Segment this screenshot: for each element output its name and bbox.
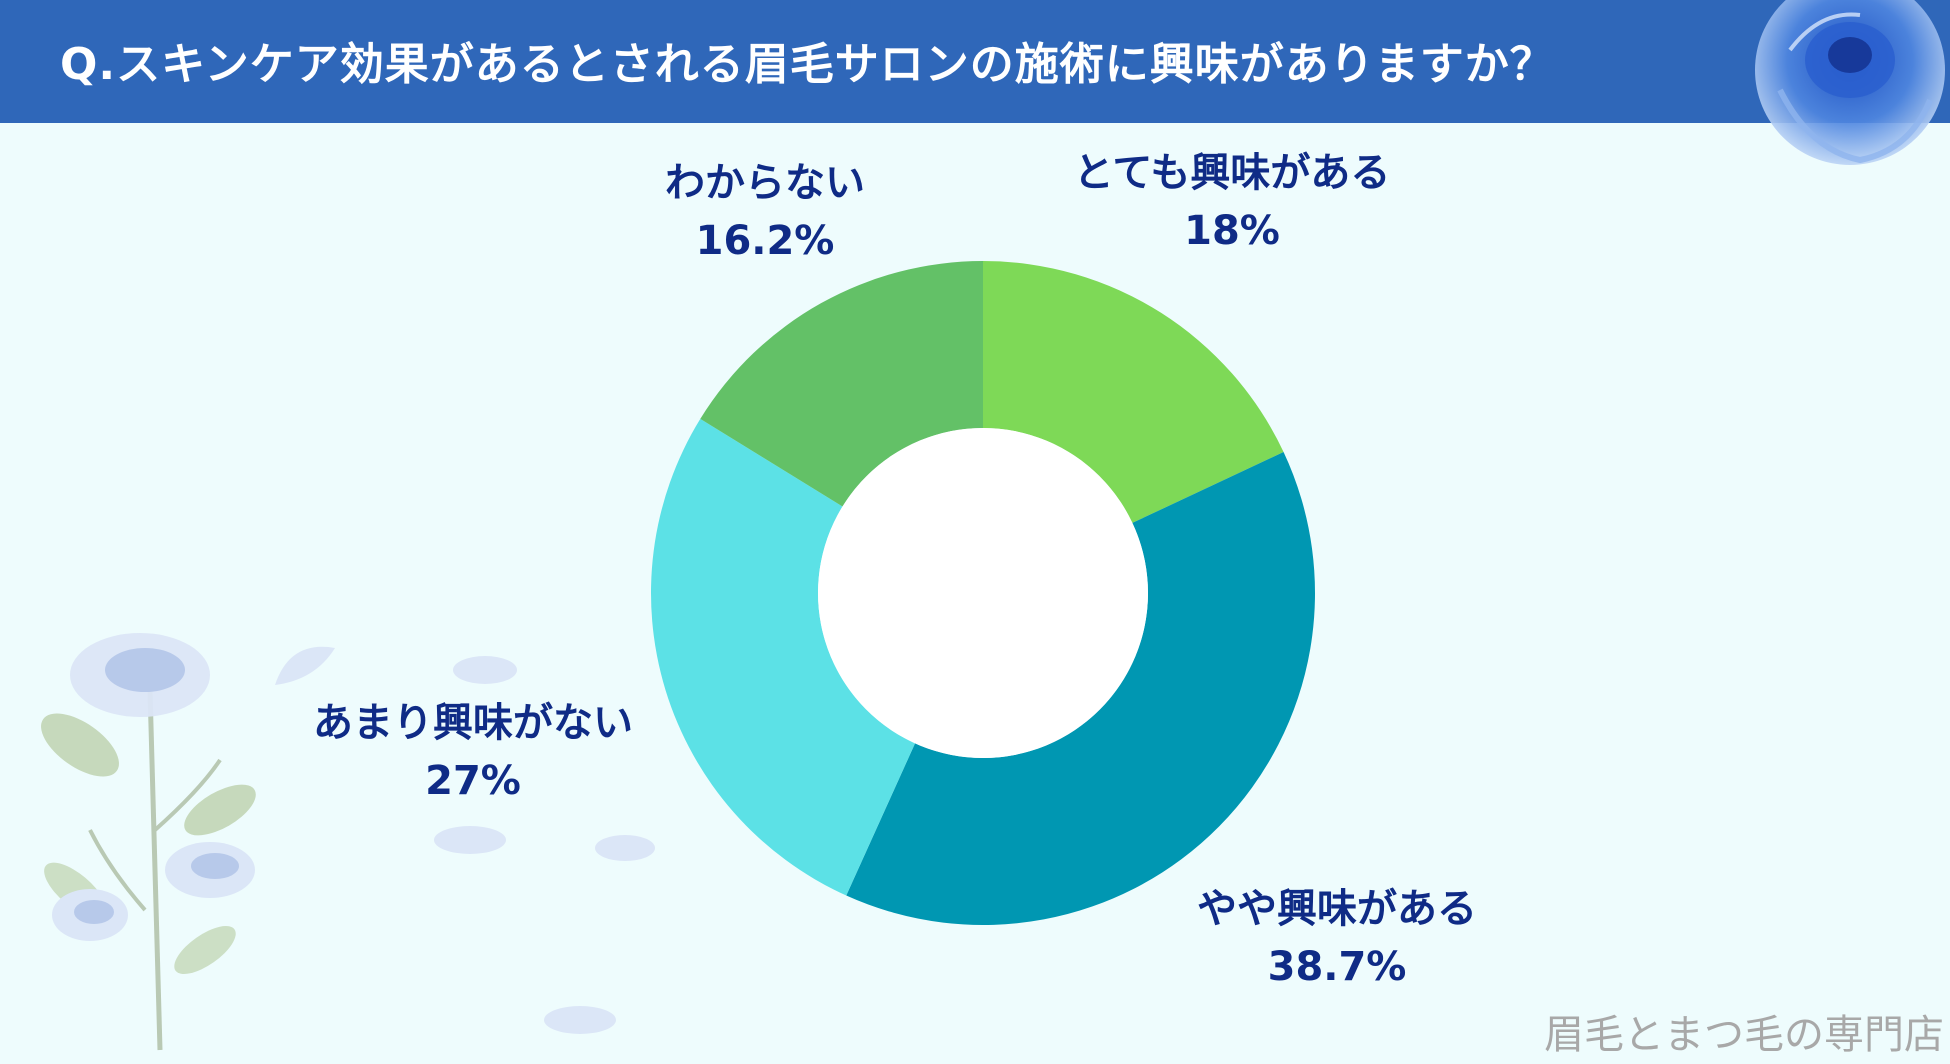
donut-hole	[818, 428, 1148, 758]
blue-rose-illustration	[1755, 0, 1945, 165]
slice-label-somewhat-interested: やや興味がある 38.7%	[1197, 880, 1477, 996]
slice-label-name: やや興味がある	[1197, 886, 1477, 932]
donut-slice-2	[651, 418, 916, 896]
donut-slice-1	[846, 451, 1315, 925]
page-title: Q.スキンケア効果があるとされる眉毛サロンの施術に興味がありますか？	[60, 39, 1555, 90]
slice-label-name: とても興味がある	[1073, 150, 1391, 196]
petal-icon	[544, 1006, 616, 1034]
slice-label-dont-know: わからない 16.2%	[665, 154, 865, 270]
donut-slice-0	[983, 261, 1284, 523]
slice-label-value: 16.2%	[695, 218, 835, 264]
petal-icon	[275, 646, 335, 685]
slice-label-name: あまり興味がない	[313, 700, 633, 746]
watermark-text: 眉毛とまつ毛の専門店	[1544, 1012, 1944, 1058]
petal-icon	[453, 656, 517, 684]
slice-label-very-interested: とても興味がある 18%	[1074, 144, 1391, 260]
slice-label-name: わからない	[665, 160, 865, 206]
slice-label-not-very-interested: あまり興味がない 27%	[313, 694, 633, 810]
petal-icon	[434, 826, 506, 854]
donut-slice-3	[700, 261, 983, 507]
slice-label-value: 27%	[425, 758, 521, 804]
slice-label-value: 38.7%	[1267, 944, 1407, 990]
petal-icon	[595, 835, 655, 861]
slice-label-value: 18%	[1184, 208, 1280, 254]
white-rose-illustration	[41, 633, 256, 1051]
header-bar: Q.スキンケア効果があるとされる眉毛サロンの施術に興味がありますか？	[0, 0, 1950, 123]
